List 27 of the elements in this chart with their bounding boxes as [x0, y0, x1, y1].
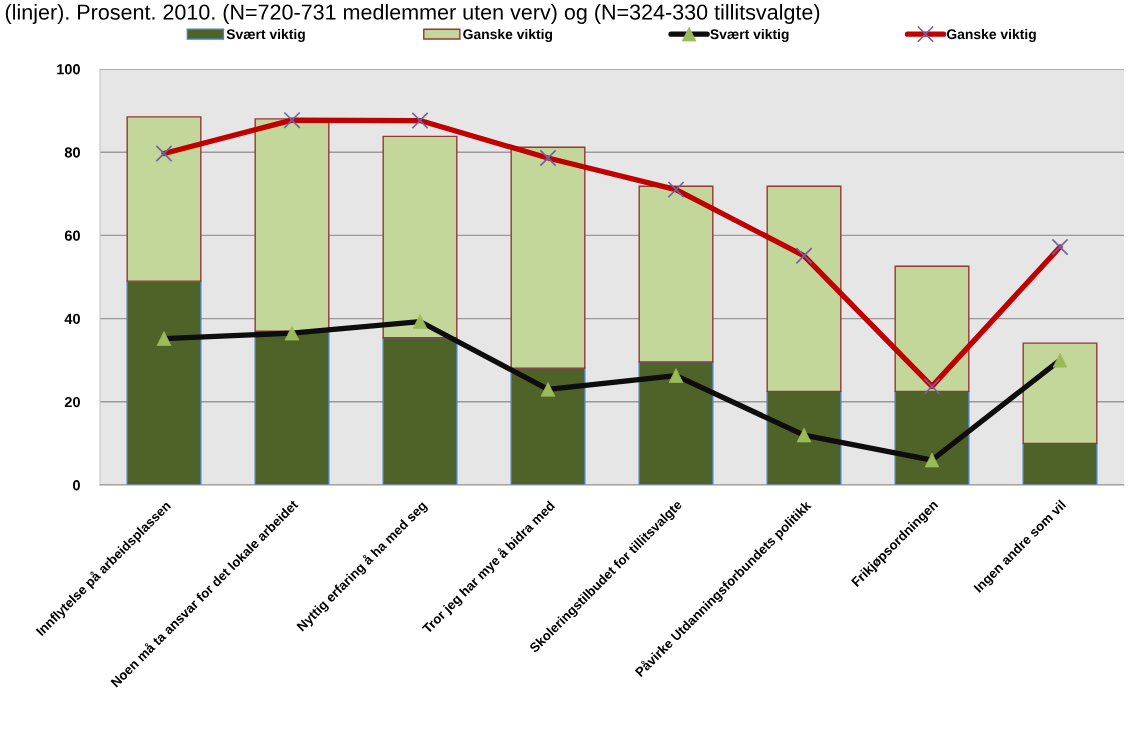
y-tick-label: 40	[64, 313, 80, 325]
bar	[1022, 442, 1098, 485]
bar	[382, 135, 458, 339]
y-tick-label: 20	[64, 396, 80, 408]
bar	[766, 185, 842, 393]
bar	[894, 390, 970, 485]
bar	[382, 337, 458, 485]
bar	[126, 280, 202, 485]
legend-label: Svært viktig	[226, 28, 305, 42]
y-tick-label: 100	[57, 64, 80, 75]
bar	[510, 367, 586, 485]
y-tick-label: 60	[64, 230, 80, 241]
bar	[510, 146, 586, 369]
bar	[254, 118, 330, 332]
y-tick-label: 0	[73, 480, 80, 491]
legend-label: Svært viktig	[710, 28, 789, 42]
chart-title: (linjer). Prosent. 2010. (N=720-731 medlemmer uten verv) og (N=324-330 tillitsvalgte)	[5, 3, 820, 25]
bar	[1022, 342, 1098, 445]
legend-label: Ganske viktig	[463, 28, 553, 42]
bar	[638, 361, 714, 485]
bar	[254, 330, 330, 485]
bar	[894, 265, 970, 393]
bar	[126, 116, 202, 282]
bar	[766, 390, 842, 485]
y-tick-label: 80	[64, 147, 80, 158]
bar	[638, 185, 714, 363]
legend-label: Ganske viktig	[946, 28, 1036, 42]
